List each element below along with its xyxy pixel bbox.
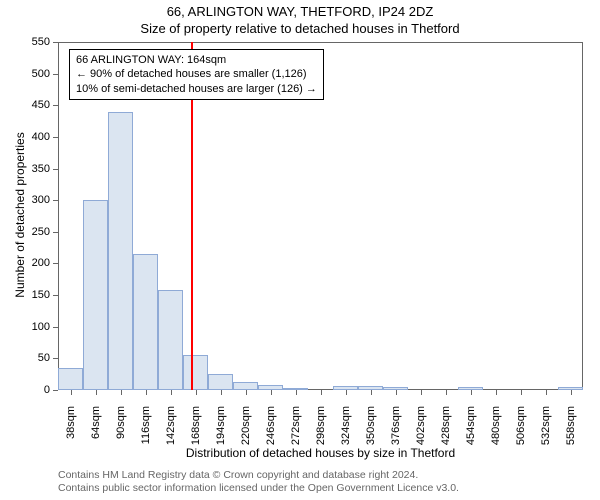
- y-tick-label: 450: [0, 99, 50, 111]
- x-tick: [321, 390, 322, 395]
- histogram-bar: [108, 112, 133, 390]
- y-tick: [53, 232, 58, 233]
- histogram-bar: [83, 200, 108, 390]
- y-tick-label: 0: [0, 384, 50, 396]
- chart-title: 66, ARLINGTON WAY, THETFORD, IP24 2DZ Si…: [0, 0, 600, 38]
- x-tick: [221, 390, 222, 395]
- y-tick-label: 50: [0, 352, 50, 364]
- title-line-2: Size of property relative to detached ho…: [0, 21, 600, 38]
- x-tick: [96, 390, 97, 395]
- x-tick: [271, 390, 272, 395]
- x-tick: [246, 390, 247, 395]
- y-axis-label: Number of detached properties: [13, 125, 27, 305]
- x-tick: [371, 390, 372, 395]
- annotation-line: ← 90% of detached houses are smaller (1,…: [76, 67, 317, 81]
- footer-attribution: Contains HM Land Registry data © Crown c…: [58, 469, 459, 496]
- y-tick-label: 550: [0, 36, 50, 48]
- title-line-1: 66, ARLINGTON WAY, THETFORD, IP24 2DZ: [0, 4, 600, 21]
- y-tick: [53, 327, 58, 328]
- x-tick: [146, 390, 147, 395]
- x-tick: [171, 390, 172, 395]
- histogram-bar: [183, 355, 208, 390]
- histogram-bar: [133, 254, 158, 390]
- y-tick: [53, 295, 58, 296]
- x-tick: [521, 390, 522, 395]
- annotation-box: 66 ARLINGTON WAY: 164sqm← 90% of detache…: [69, 49, 324, 100]
- y-tick: [53, 42, 58, 43]
- y-tick: [53, 74, 58, 75]
- footer-line-2: Contains public sector information licen…: [58, 482, 459, 496]
- annotation-line: 66 ARLINGTON WAY: 164sqm: [76, 53, 317, 67]
- x-tick: [421, 390, 422, 395]
- y-tick: [53, 358, 58, 359]
- y-tick: [53, 390, 58, 391]
- x-tick: [546, 390, 547, 395]
- y-tick: [53, 169, 58, 170]
- annotation-line: 10% of semi-detached houses are larger (…: [76, 82, 317, 96]
- x-tick: [71, 390, 72, 395]
- histogram-bar: [58, 368, 83, 390]
- x-tick: [196, 390, 197, 395]
- histogram-bar: [208, 374, 233, 390]
- y-tick: [53, 137, 58, 138]
- footer-line-1: Contains HM Land Registry data © Crown c…: [58, 469, 459, 483]
- x-tick: [396, 390, 397, 395]
- y-tick: [53, 263, 58, 264]
- x-tick: [571, 390, 572, 395]
- histogram-bar: [233, 382, 258, 390]
- x-tick: [346, 390, 347, 395]
- y-tick: [53, 200, 58, 201]
- x-tick: [496, 390, 497, 395]
- x-tick: [296, 390, 297, 395]
- x-tick: [471, 390, 472, 395]
- x-axis-label: Distribution of detached houses by size …: [58, 446, 583, 460]
- histogram-bar: [158, 290, 183, 390]
- y-tick-label: 100: [0, 321, 50, 333]
- x-tick: [121, 390, 122, 395]
- x-tick: [446, 390, 447, 395]
- y-tick-label: 500: [0, 68, 50, 80]
- y-tick: [53, 105, 58, 106]
